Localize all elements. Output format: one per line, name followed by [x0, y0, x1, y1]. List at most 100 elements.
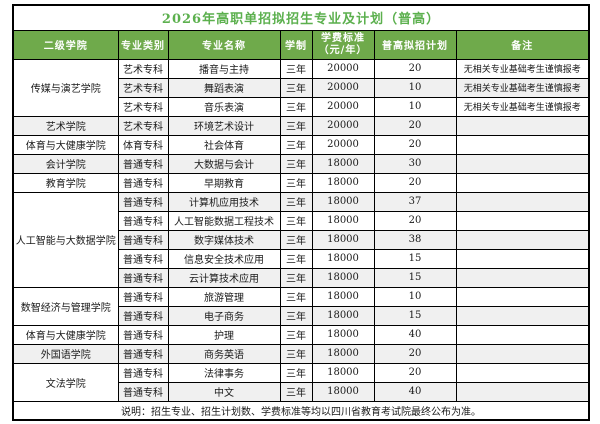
- duration-cell: 三年: [279, 210, 313, 231]
- major-cell: 大数据与会计: [167, 153, 281, 174]
- category-cell: 普通专科: [117, 191, 169, 212]
- table-row: 数智经济与管理学院 普通专科 旅游管理 三年 18000 10: [12, 286, 590, 326]
- duration-cell: 三年: [279, 153, 313, 174]
- plan-cell: 10: [373, 96, 457, 117]
- duration-cell: 三年: [279, 248, 313, 269]
- column-header-fee: 学费标准 （元/年）: [311, 29, 375, 60]
- category-cell: 普通专科: [117, 172, 169, 193]
- table-body: 传媒与演艺学院 艺术专科 播音与主持 三年 20000 20 无相关专业基础考生谨慎报考 艺术…: [12, 58, 590, 402]
- fee-cell: 18000: [311, 172, 375, 193]
- major-cell: 环境艺术设计: [167, 115, 281, 136]
- remark-cell: 无相关专业基础考生谨慎报考: [455, 58, 590, 79]
- table-row: 文法学院 普通专科 法律事务 三年 18000 20: [12, 362, 590, 402]
- remark-cell: [455, 134, 590, 155]
- table-row: 普通专科 电子商务 三年 18000 15: [13, 305, 590, 326]
- major-cell: 计算机应用技术: [167, 191, 281, 212]
- title-row: 2026年高职单招拟招生专业及计划（普高）: [12, 4, 590, 31]
- plan-cell: 20: [373, 58, 457, 79]
- footer-row: 说明：招生专业、招生计划数、学费标准等均以四川省教育考试院最终公布为准。: [12, 400, 590, 421]
- remark-cell: [455, 115, 590, 136]
- fee-cell: 20000: [311, 134, 375, 155]
- duration-cell: 三年: [279, 229, 313, 250]
- column-header-row: 二级学院 专业类别 专业名称 学制 学费标准 （元/年） 普高拟招计划 备注: [12, 29, 590, 60]
- major-cell: 舞蹈表演: [167, 77, 281, 98]
- category-cell: 普通专科: [117, 229, 169, 250]
- duration-cell: 三年: [279, 324, 313, 345]
- table-row: 体育与大健康学院 普通专科 护理 三年 18000 40: [12, 324, 590, 345]
- fee-cell: 18000: [311, 286, 375, 307]
- table-row: 外国语学院 普通专科 商务英语 三年 18000 20: [12, 343, 590, 364]
- college-cell: 会计学院: [12, 153, 119, 174]
- fee-cell: 18000: [311, 210, 375, 231]
- college-cell: 艺术学院: [12, 115, 119, 136]
- table-row: 会计学院 普通专科 大数据与会计 三年 18000 30: [12, 153, 590, 174]
- table-row: 普通专科 数字媒体技术 三年 18000 38: [13, 229, 590, 250]
- major-cell: 信息安全技术应用: [167, 248, 281, 269]
- table-head: 2026年高职单招拟招生专业及计划（普高） 二级学院 专业类别 专业名称 学制 …: [12, 4, 590, 60]
- fee-cell: 18000: [311, 362, 375, 383]
- duration-cell: 三年: [279, 191, 313, 212]
- plan-cell: 20: [373, 134, 457, 155]
- footer-note: 说明：招生专业、招生计划数、学费标准等均以四川省教育考试院最终公布为准。: [12, 400, 590, 421]
- major-cell: 中文: [167, 381, 281, 402]
- category-cell: 普通专科: [117, 286, 169, 307]
- remark-cell: [455, 191, 590, 212]
- category-cell: 艺术专科: [117, 115, 169, 136]
- plan-cell: 10: [373, 77, 457, 98]
- remark-cell: [455, 362, 590, 383]
- major-cell: 人工智能数据工程技术: [167, 210, 281, 231]
- remark-cell: [455, 286, 590, 307]
- category-cell: 艺术专科: [117, 96, 169, 117]
- plan-cell: 20: [373, 172, 457, 193]
- category-cell: 艺术专科: [117, 77, 169, 98]
- table-row: 普通专科 信息安全技术应用 三年 18000 15: [13, 248, 590, 269]
- fee-cell: 20000: [311, 96, 375, 117]
- college-cell: 数智经济与管理学院: [12, 286, 119, 326]
- remark-cell: 无相关专业基础考生谨慎报考: [455, 77, 590, 98]
- column-header-remark: 备注: [455, 29, 590, 60]
- duration-cell: 三年: [279, 58, 313, 79]
- column-header-college: 二级学院: [12, 29, 119, 60]
- duration-cell: 三年: [279, 96, 313, 117]
- remark-cell: [455, 210, 590, 231]
- fee-cell: 18000: [311, 153, 375, 174]
- enrollment-plan-sheet: 2026年高职单招拟招生专业及计划（普高） 二级学院 专业类别 专业名称 学制 …: [12, 4, 590, 421]
- major-cell: 云计算技术应用: [167, 267, 281, 288]
- college-cell: 体育与大健康学院: [12, 134, 119, 155]
- duration-cell: 三年: [279, 77, 313, 98]
- major-cell: 法律事务: [167, 362, 281, 383]
- major-cell: 早期教育: [167, 172, 281, 193]
- duration-cell: 三年: [279, 286, 313, 307]
- fee-cell: 18000: [311, 305, 375, 326]
- remark-cell: [455, 153, 590, 174]
- fee-cell: 20000: [311, 115, 375, 136]
- plan-cell: 15: [373, 267, 457, 288]
- category-cell: 艺术专科: [117, 58, 169, 79]
- table-row: 教育学院 普通专科 早期教育 三年 18000 20: [12, 172, 590, 193]
- category-cell: 普通专科: [117, 362, 169, 383]
- major-cell: 电子商务: [167, 305, 281, 326]
- category-cell: 体育专科: [117, 134, 169, 155]
- major-cell: 旅游管理: [167, 286, 281, 307]
- fee-cell: 18000: [311, 343, 375, 364]
- plan-cell: 20: [373, 362, 457, 383]
- remark-cell: [455, 343, 590, 364]
- fee-header-line2: （元/年）: [318, 44, 368, 56]
- enrollment-plan-table: 2026年高职单招拟招生专业及计划（普高） 二级学院 专业类别 专业名称 学制 …: [12, 4, 590, 421]
- table-row: 普通专科 云计算技术应用 三年 18000 15: [13, 267, 590, 288]
- category-cell: 普通专科: [117, 153, 169, 174]
- plan-cell: 37: [373, 191, 457, 212]
- fee-cell: 20000: [311, 77, 375, 98]
- table-row: 艺术专科 音乐表演 三年 20000 10 无相关专业基础考生谨慎报考: [13, 96, 590, 117]
- college-cell: 外国语学院: [12, 343, 119, 364]
- column-header-plan: 普高拟招计划: [373, 29, 457, 60]
- fee-cell: 18000: [311, 267, 375, 288]
- remark-cell: [455, 172, 590, 193]
- category-cell: 普通专科: [117, 381, 169, 402]
- category-cell: 普通专科: [117, 267, 169, 288]
- duration-cell: 三年: [279, 381, 313, 402]
- duration-cell: 三年: [279, 343, 313, 364]
- fee-cell: 20000: [311, 58, 375, 79]
- remark-cell: 无相关专业基础考生谨慎报考: [455, 96, 590, 117]
- remark-cell: [455, 324, 590, 345]
